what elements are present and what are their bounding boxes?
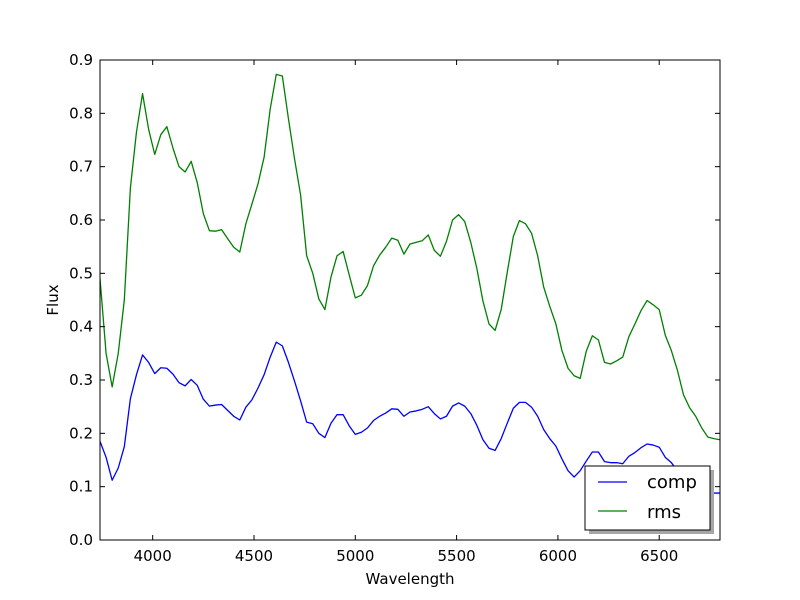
legend-label-rms: rms	[647, 502, 681, 523]
y-tick-label: 0.2	[69, 424, 93, 442]
y-tick-label: 0.9	[69, 51, 93, 69]
y-tick-label: 0.8	[69, 104, 93, 122]
legend-label-comp: comp	[647, 472, 697, 493]
x-tick-label: 6000	[539, 547, 577, 565]
y-tick-label: 0.1	[69, 478, 93, 496]
legend: comp rms	[584, 465, 714, 534]
legend-box	[584, 465, 711, 531]
series-line-comp	[100, 341, 720, 494]
x-tick-label: 4500	[235, 547, 273, 565]
x-tick-label: 4000	[134, 547, 172, 565]
series-line-rms	[100, 73, 720, 441]
x-tick-label: 5000	[336, 547, 374, 565]
y-tick-label: 0.0	[69, 531, 93, 549]
y-tick-label: 0.5	[69, 264, 93, 282]
y-tick-label: 0.7	[69, 158, 93, 176]
ticks-layer: 4000 4500 5000 5500 6000 6500 0.0 0.1 0.2 0.3 0.4 0…	[69, 51, 720, 565]
y-tick-label: 0.3	[69, 371, 93, 389]
y-axis-label: Flux	[44, 284, 62, 315]
y-tick-label: 0.4	[69, 318, 93, 336]
series-layer	[100, 73, 720, 494]
x-axis-label: Wavelength	[366, 570, 455, 588]
plot-frame	[99, 59, 721, 541]
x-tick-label: 6500	[640, 547, 678, 565]
x-tick-label: 5500	[438, 547, 476, 565]
plot-area-background	[100, 60, 720, 540]
y-tick-label: 0.6	[69, 211, 93, 229]
